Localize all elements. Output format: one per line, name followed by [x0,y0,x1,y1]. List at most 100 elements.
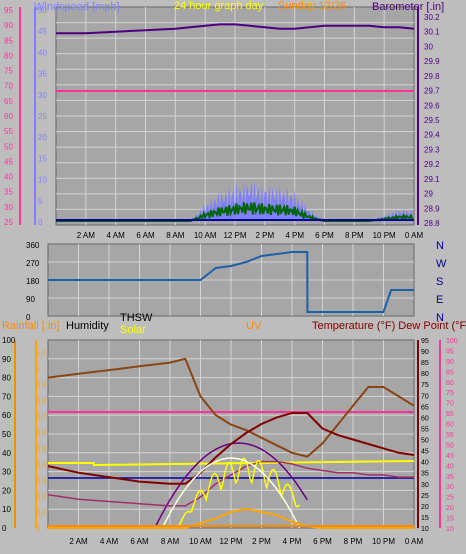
uv-axis-tick: 0.3 [36,478,46,485]
temp-axis-tick: 15 [421,515,429,522]
top-x-tick: 6 AM [136,231,155,240]
direction-axis-tick: 360 [26,241,40,250]
direction-axis: 360 270 180 90 0 [26,241,40,322]
dewpoint-axis-tick: 95 [446,348,454,355]
barometer-axis-tick: 29.2 [424,160,440,169]
bottom-x-tick: 6 PM [313,537,332,546]
dewpoint-axis-tick: 100 [446,338,458,345]
temp-axis-tick: 50 [421,438,429,445]
wind-axis-left-tick: 30 [4,203,13,212]
dewpoint-axis-tick: 30 [446,484,454,491]
uv-line [48,507,414,529]
rain-axis-tick: 80 [2,374,11,383]
wind-axis-left-tick: 90 [4,21,13,30]
compass-letter: S [436,276,443,288]
temp-axis-tick: 75 [421,382,429,389]
barometer-axis-tick: 29.1 [424,175,440,184]
rain-axis-tick: 60 [2,411,11,420]
barometer-axis-tick: 29.9 [424,57,440,66]
uv-label: UV [246,320,262,332]
direction-series [48,251,414,313]
bottom-x-tick: 8 AM [161,537,180,546]
barometer-axis-tick: 29.3 [424,145,440,154]
bottom-x-tick: 10 AM [189,537,212,546]
temp-axis-tick: 45 [421,449,429,456]
bottom-grid [48,340,414,528]
temp-axis-tick: 60 [421,415,429,422]
compass-letter: N [436,240,444,252]
wind-axis-inner-tick: 35 [38,70,47,79]
date-label: Sunday 12/26 [278,0,346,12]
compass-letter: W [436,258,447,270]
humidity-line [47,357,415,458]
temp-axis-tick: 65 [421,404,429,411]
top-x-tick: 8 AM [166,231,185,240]
dewpoint-axis-tick: 40 [446,463,454,470]
wind-axis-inner-tick: 0 [38,218,43,227]
wind-axis-left-tick: 40 [4,173,13,182]
wind-axis-left-tick: 55 [4,127,13,136]
bottom-x-tick: 10 PM [372,537,395,546]
rain-axis-tick: 70 [2,392,11,401]
compass-letter: E [436,294,443,306]
barometer-axis-tick: 29.5 [424,116,440,125]
rain-axis-tick: 40 [2,449,11,458]
barometer-axis-tick: 30.2 [424,13,440,22]
windspeed-label: Windspeed [mph] [34,1,120,13]
humidity-label: Humidity [66,320,109,332]
solar-envelope-line [161,457,301,529]
thsw-label: THSW [120,312,153,324]
direction-axis-tick: 270 [26,259,40,268]
temperature-label: Temperature (°F) Dew Point (°F) [312,320,466,332]
dewpoint-axis-tick: 75 [446,390,454,397]
dewpoint-axis-tick: 90 [446,359,454,366]
uv-axis-tick: 1.1 [36,350,46,357]
solar-line [162,457,301,529]
dewpoint-axis-tick: 50 [446,442,454,449]
dewpoint-axis-tick: 70 [446,401,454,408]
wind-axis-left-tick: 60 [4,112,13,121]
uv-axis-tick: 0 [36,526,40,533]
temp-axis-tick: 30 [421,482,429,489]
temp-axis-tick: 90 [421,349,429,356]
top-series [56,23,415,222]
temp-axis-tick: 85 [421,360,429,367]
barometer-axis-tick: 28.9 [424,204,440,213]
uv-axis-tick: 1 [36,366,40,373]
bottom-x-tick: 2 PM [252,537,271,546]
bottom-x-tick: 12 PM [219,537,242,546]
bottom-x-tick: 6 AM [130,537,149,546]
top-x-tick: 0 AM [405,231,424,240]
barometer-axis: 30.2 30.1 30 29.9 29.8 29.7 29.6 29.5 29.4 29.3 29… [417,7,440,228]
bottom-axes: 10090807060504030201001.110.90.80.70.60.… [2,336,458,533]
temp-axis-tick: 25 [421,493,429,500]
barometer-axis-tick: 29.8 [424,72,440,81]
dewpoint-axis-tick: 80 [446,380,454,387]
bottom-x-tick: 4 PM [283,537,302,546]
dewpoint-line [47,460,414,507]
rain-axis-tick: 20 [2,486,11,495]
barometer-axis-tick: 30.1 [424,28,440,37]
dewpoint-axis-tick: 20 [446,505,454,512]
rain-axis-tick: 10 [2,505,11,514]
solar-label: Solar [120,324,146,336]
barometer-axis-tick: 28.8 [424,219,440,228]
top-x-tick: 2 AM [77,231,96,240]
rainfall-label: Rainfall [.in] [2,320,59,332]
rain-axis-tick: 30 [2,468,11,477]
direction-line [48,251,414,313]
wind-axis-left-tick: 70 [4,82,13,91]
uv-axis-tick: 0.2 [36,494,46,501]
dewpoint-axis-tick: 10 [446,526,454,533]
dewpoint-axis-tick: 65 [446,411,454,418]
wind-axis-inner-tick: 5 [38,197,43,206]
bottom-series [47,357,415,529]
wind-axis-inner-tick: 30 [38,91,47,100]
temp-axis-tick: 40 [421,460,429,467]
dewpoint-axis-tick: 35 [446,474,454,481]
top-x-tick: 8 PM [345,231,364,240]
wind-axis-left-tick: 50 [4,142,13,151]
wind-axis-left-tick: 65 [4,97,13,106]
